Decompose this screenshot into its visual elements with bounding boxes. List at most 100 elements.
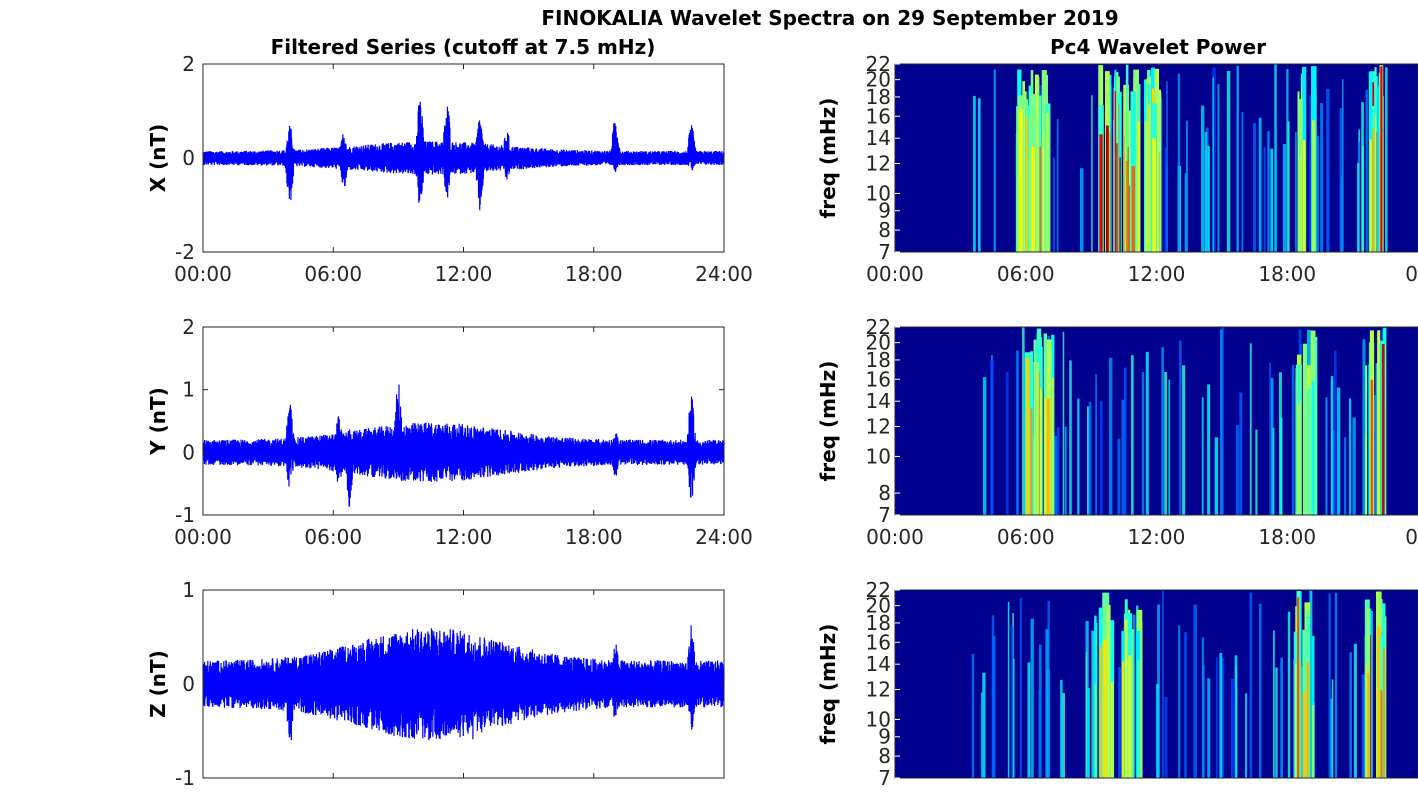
wavelet-streak-core: [1365, 436, 1367, 515]
wavelet-streak: [1235, 425, 1240, 515]
ytick-label: 7: [878, 240, 891, 264]
wavelet-streak: [1352, 417, 1356, 515]
wavelet-streak: [1353, 643, 1357, 778]
wavelet-streak-core: [1297, 597, 1300, 778]
wavelet-streak-core: [1034, 363, 1038, 515]
wavelet-streak: [1267, 131, 1270, 252]
ytick-label: 20: [866, 594, 891, 618]
wavelet-streak: [1182, 365, 1186, 515]
wavelet-streak: [1239, 392, 1243, 515]
wavelet-streak-core: [1039, 146, 1042, 252]
wavelet-streak-core: [1382, 648, 1385, 778]
ylabel: freq (mHz): [816, 98, 840, 219]
wavelet-streak: [1161, 347, 1164, 515]
wavelet-streak: [1212, 67, 1216, 252]
wavelet-streak: [1309, 95, 1312, 252]
ylabel: freq (mHz): [816, 624, 840, 745]
wavelet-streak-core: [1367, 672, 1370, 778]
wavelet-streak: [1258, 117, 1262, 252]
wavelet-streak-core: [1018, 109, 1023, 252]
wavelet-streak: [1166, 81, 1168, 252]
wavelet-streak: [973, 95, 976, 252]
ytick-label: 9: [878, 725, 891, 749]
wavelet-streak: [1207, 384, 1211, 515]
wavelet-streak: [982, 672, 986, 778]
right-column-title: Pc4 Wavelet Power: [1050, 35, 1266, 59]
wavelet-streak-core: [1128, 654, 1132, 778]
wavelet-streak: [1141, 372, 1145, 515]
wavelet-streak: [1069, 360, 1072, 515]
wavelet-streak-core: [1312, 120, 1316, 252]
wavelet-streak: [1056, 118, 1059, 252]
series-line: [202, 625, 725, 741]
wavelet-streak: [1117, 438, 1121, 515]
wavelet-streak-core: [1105, 125, 1109, 252]
wavelet-streak: [1164, 147, 1167, 252]
ytick-label: 8: [878, 218, 891, 242]
wavelet-streak-core: [1030, 408, 1033, 515]
wavelet-streak: [1212, 77, 1214, 252]
wavelet-streak: [1099, 401, 1103, 515]
wavelet-streak-core: [1124, 619, 1128, 778]
wavelet-streak-core: [1298, 156, 1302, 252]
wavelet-streak: [1365, 89, 1368, 252]
wavelet-streak: [1325, 397, 1328, 515]
wavelet-streak: [1201, 637, 1204, 778]
wavelet-streak: [1379, 340, 1382, 515]
wavelet-streak: [982, 377, 987, 515]
wavelet-streak: [1287, 611, 1291, 778]
wavelet-streak: [1062, 331, 1065, 515]
wavelet-streak: [1077, 398, 1080, 515]
xtick-label: 18:00: [565, 525, 623, 549]
wavelet-streak: [1016, 351, 1019, 515]
wavelet-streak: [1164, 696, 1168, 778]
xtick-label: 18:00: [565, 262, 623, 286]
wavelet-streak: [993, 69, 996, 252]
wavelet-streak: [1133, 614, 1136, 778]
wavelet-streak-core: [1110, 681, 1114, 778]
wavelet-streak: [1079, 168, 1084, 252]
wavelet-streak: [1280, 657, 1283, 778]
wavelet-streak: [1057, 427, 1060, 515]
axes-frame: [894, 326, 1418, 516]
wavelet-streak-core: [1042, 131, 1046, 252]
wavelet-streak: [1030, 618, 1034, 778]
wavelet-streak: [1253, 122, 1257, 252]
xtick-label: 18:00: [1258, 262, 1316, 286]
ytick-label: 9: [878, 199, 891, 223]
wavelet-streak: [1280, 417, 1283, 515]
wavelet-streak: [1201, 397, 1204, 515]
xtick-label: 00: [1405, 262, 1418, 286]
wavelet-streak: [1334, 592, 1338, 778]
ytick-label: 8: [878, 481, 891, 505]
wavelet-streak: [1234, 655, 1238, 778]
wavelet-streak: [1204, 131, 1208, 252]
ytick-label: 16: [866, 104, 891, 128]
wavelet-streak: [991, 615, 995, 778]
wavelet-streak-core: [1152, 138, 1156, 252]
ytick-label: 8: [878, 744, 891, 768]
wavelet-streak-core: [1131, 648, 1134, 778]
wavelet-streak: [1118, 667, 1121, 778]
wavelet-streak: [1131, 355, 1134, 515]
xtick-label: 18:00: [1258, 525, 1316, 549]
timeseries-panel-2: -1 0 1 2 00:00 06:00 12:00 18:00 24:00 Y (nT): [146, 315, 753, 549]
wavelet-streak: [1206, 127, 1209, 252]
wavelet-streak-core: [1128, 185, 1131, 252]
series-line: [202, 101, 725, 211]
ytick-label: 22: [866, 315, 891, 339]
wavelet-streak: [1162, 591, 1164, 778]
wavelet-streak: [1255, 429, 1258, 515]
wavelet-streak-core: [1303, 692, 1307, 778]
xtick-label: 00:00: [866, 262, 924, 286]
wavelet-streak: [1333, 430, 1335, 515]
wavelet-streak: [1270, 378, 1274, 515]
wavelet-streak: [1274, 64, 1277, 252]
wavelet-streak-core: [1369, 139, 1372, 252]
heatmap-streaks: [973, 64, 1388, 252]
wavelet-streak-core: [1374, 115, 1377, 252]
wavelet-streak: [1245, 693, 1248, 778]
wavelet-streak: [1270, 148, 1274, 252]
